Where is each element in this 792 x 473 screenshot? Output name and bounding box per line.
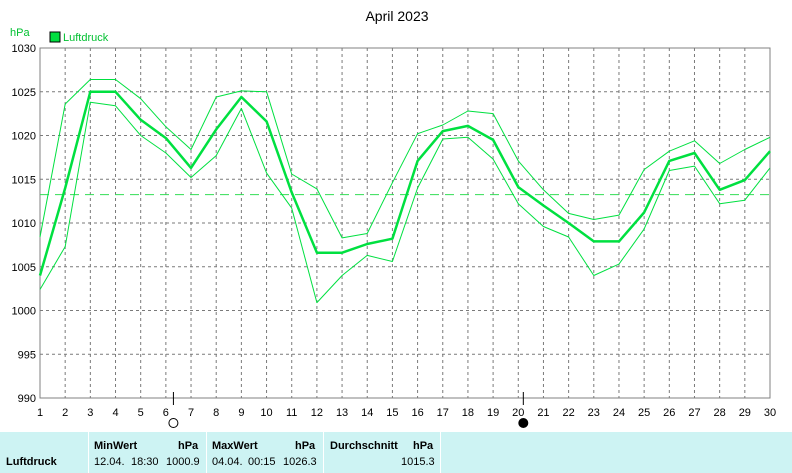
x-tick-label: 27: [688, 407, 700, 419]
x-tick-label: 10: [260, 407, 272, 419]
x-tick-label: 8: [213, 407, 219, 419]
series-line-min: [39, 101, 771, 304]
x-tick-label: 12: [311, 407, 323, 419]
series-line-max: [39, 79, 771, 239]
min-header: MinWert: [94, 440, 138, 452]
x-tick-label: 13: [336, 407, 348, 419]
x-tick-label: 24: [613, 407, 625, 419]
x-tick-label: 30: [764, 407, 776, 419]
max-date: 04.04.: [212, 456, 243, 468]
x-tick-label: 16: [411, 407, 423, 419]
series-line-mean: [38, 90, 771, 276]
y-tick-label: 1020: [12, 131, 36, 143]
y-tick-label: 1005: [12, 262, 36, 274]
y-tick-label: 1015: [12, 174, 36, 186]
max-time: 00:15: [248, 456, 276, 468]
new-moon-icon: [518, 418, 529, 428]
legend-swatch: [49, 31, 61, 43]
x-tick-label: 20: [512, 407, 524, 419]
grid: [40, 48, 770, 398]
summary-separator: [440, 432, 441, 473]
x-tick-label: 5: [138, 407, 144, 419]
y-tick-label: 1000: [12, 306, 36, 318]
y-axis-ticks: 990 995 1000 1005 1010 1015 1020 1025 1030: [12, 43, 36, 405]
summary-separator: [323, 432, 324, 473]
series-group: [38, 79, 771, 304]
summary-panel: Luftdruck MinWert hPa 12.04. 18:30 1000.…: [0, 432, 792, 473]
x-tick-label: 11: [286, 407, 297, 419]
pressure-chart: April 2023 hPa Luftdruck 990 995 1000 1005 1…: [10, 8, 776, 428]
chart-title: April 2023: [365, 8, 428, 24]
x-tick-label: 29: [739, 407, 751, 419]
moon-markers: [168, 392, 529, 428]
max-unit: hPa: [295, 440, 316, 452]
x-tick-label: 3: [87, 407, 93, 419]
min-unit: hPa: [178, 440, 199, 452]
x-tick-label: 21: [537, 407, 549, 419]
max-header: MaxWert: [212, 440, 258, 452]
x-tick-label: 2: [62, 407, 68, 419]
avg-header: Durchschnitt: [330, 440, 398, 452]
x-tick-label: 26: [663, 407, 675, 419]
min-value: 1000.9: [166, 456, 200, 468]
x-tick-label: 4: [112, 407, 118, 419]
x-tick-label: 17: [437, 407, 449, 419]
avg-unit: hPa: [413, 440, 434, 452]
x-tick-label: 23: [588, 407, 600, 419]
y-tick-label: 1025: [12, 87, 36, 99]
y-tick-label: 995: [18, 349, 36, 361]
y-tick-label: 1030: [12, 43, 36, 55]
legend-label: Luftdruck: [63, 32, 109, 44]
x-tick-label: 28: [714, 407, 726, 419]
min-time: 18:30: [131, 456, 159, 468]
x-tick-label: 18: [462, 407, 474, 419]
avg-value: 1015.3: [401, 456, 435, 468]
x-tick-label: 15: [386, 407, 398, 419]
y-tick-label: 990: [18, 393, 36, 405]
x-tick-label: 22: [562, 407, 574, 419]
legend: Luftdruck: [49, 31, 109, 44]
x-tick-label: 1: [37, 407, 43, 419]
summary-separator: [88, 432, 89, 473]
x-tick-label: 14: [361, 407, 373, 419]
min-date: 12.04.: [94, 456, 125, 468]
x-tick-label: 9: [238, 407, 244, 419]
x-axis-ticks: 1 2 3 4 5 6 7 8 9 10 11 12 13 14 15 16 17 18 19 20 21 22 23 24 2…: [37, 407, 776, 419]
summary-separator: [206, 432, 207, 473]
y-axis-label: hPa: [10, 27, 30, 39]
x-tick-label: 19: [487, 407, 499, 419]
max-value: 1026.3: [283, 456, 317, 468]
x-tick-label: 25: [638, 407, 650, 419]
summary-label: Luftdruck: [6, 456, 57, 468]
full-moon-icon: [168, 418, 179, 428]
x-tick-label: 7: [188, 407, 194, 419]
x-tick-label: 6: [163, 407, 169, 419]
y-tick-label: 1010: [12, 218, 36, 230]
